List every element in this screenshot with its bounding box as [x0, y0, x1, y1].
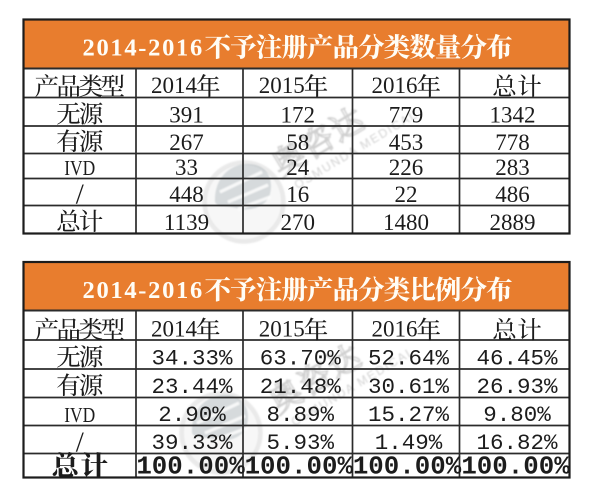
svg-text:16: 16	[286, 182, 309, 207]
svg-text:283: 283	[495, 155, 530, 180]
svg-text:486: 486	[495, 182, 530, 207]
svg-text:172: 172	[281, 102, 316, 127]
svg-text:30.61%: 30.61%	[368, 374, 450, 400]
svg-text:1342: 1342	[490, 102, 536, 127]
svg-text:226: 226	[389, 155, 424, 180]
svg-text:2014: 2014	[151, 317, 198, 342]
svg-text:9.80%: 9.80%	[483, 402, 551, 428]
svg-text:58: 58	[286, 130, 309, 155]
svg-text:16.82%: 16.82%	[476, 430, 558, 456]
svg-text:270: 270	[281, 210, 316, 235]
svg-text:39.33%: 39.33%	[151, 430, 233, 456]
svg-text:2014: 2014	[151, 73, 198, 98]
svg-text:1.49%: 1.49%	[375, 430, 443, 456]
svg-text:15.27%: 15.27%	[368, 402, 450, 428]
svg-text:2015: 2015	[259, 317, 305, 342]
svg-text:/: /	[76, 427, 85, 459]
svg-text:63.70%: 63.70%	[260, 346, 342, 372]
svg-text:2014-2016: 2014-2016	[83, 35, 204, 62]
svg-text:100.00%: 100.00%	[136, 452, 245, 481]
svg-text:26.93%: 26.93%	[476, 374, 558, 400]
svg-text:100.00%: 100.00%	[461, 452, 570, 481]
svg-text:34.33%: 34.33%	[151, 346, 233, 372]
svg-text:100.00%: 100.00%	[245, 452, 354, 481]
svg-text:100.00%: 100.00%	[353, 452, 462, 481]
svg-text:1139: 1139	[164, 210, 209, 235]
svg-text:23.44%: 23.44%	[151, 374, 233, 400]
svg-text:46.45%: 46.45%	[476, 346, 558, 372]
svg-text:2.90%: 2.90%	[158, 402, 226, 428]
svg-text:8.89%: 8.89%	[266, 402, 334, 428]
svg-text:2016: 2016	[372, 317, 418, 342]
svg-text:2014-2016: 2014-2016	[83, 277, 204, 304]
svg-text:/: /	[76, 179, 85, 211]
svg-text:267: 267	[169, 130, 204, 155]
svg-text:779: 779	[389, 102, 424, 127]
svg-text:448: 448	[169, 182, 204, 207]
svg-text:778: 778	[495, 130, 530, 155]
svg-text:2889: 2889	[490, 210, 536, 235]
svg-text:391: 391	[169, 102, 204, 127]
svg-text:52.64%: 52.64%	[368, 346, 450, 372]
svg-text:5.93%: 5.93%	[266, 430, 334, 456]
svg-text:21.48%: 21.48%	[260, 374, 342, 400]
svg-text:2016: 2016	[372, 73, 418, 98]
svg-text:24: 24	[286, 155, 310, 180]
svg-text:22: 22	[395, 182, 418, 207]
svg-text:453: 453	[389, 130, 424, 155]
svg-text:IVD: IVD	[64, 403, 95, 427]
svg-text:33: 33	[175, 155, 198, 180]
svg-text:IVD: IVD	[64, 156, 95, 180]
svg-text:1480: 1480	[383, 210, 429, 235]
svg-text:2015: 2015	[259, 73, 305, 98]
